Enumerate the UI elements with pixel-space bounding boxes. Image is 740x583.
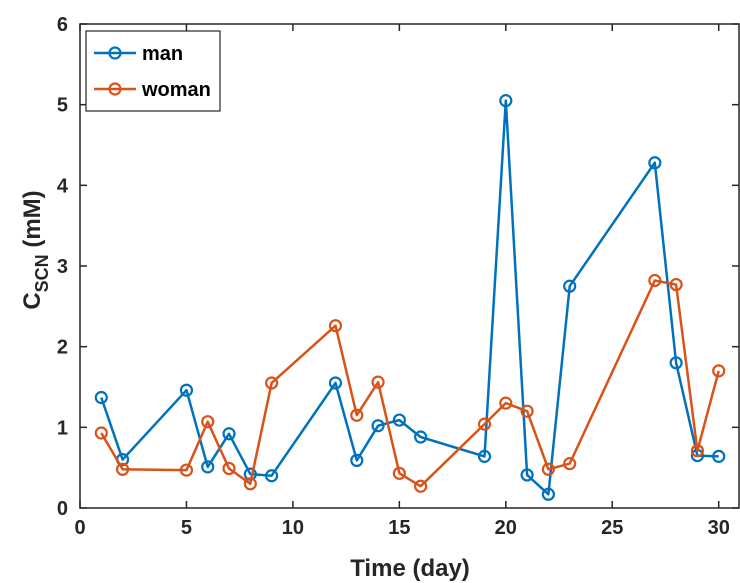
y-tick-label: 3 — [57, 256, 68, 278]
data-point-woman — [222, 461, 236, 476]
data-point-woman — [94, 426, 108, 440]
x-tick-label: 5 — [181, 517, 192, 539]
series-woman — [94, 273, 726, 493]
x-axis-ticks: 0 5 10 15 20 25 30 — [74, 24, 730, 539]
data-point-man — [350, 453, 364, 468]
legend-marker — [108, 82, 122, 96]
x-tick-label: 15 — [388, 517, 410, 539]
data-point-woman — [201, 415, 215, 429]
data-point-woman — [371, 375, 385, 389]
data-point-man — [477, 449, 492, 463]
y-axis-label-unit: (mM) — [19, 190, 46, 254]
series-man — [94, 94, 726, 501]
data-point-woman — [243, 477, 257, 491]
x-tick-label: 30 — [708, 517, 730, 539]
data-point-man — [499, 94, 513, 108]
y-tick-label: 5 — [57, 95, 68, 117]
data-point-woman — [179, 463, 194, 477]
y-axis-ticks: 0 1 2 3 4 5 6 — [57, 14, 739, 520]
data-point-woman — [712, 364, 726, 378]
data-point-man — [94, 390, 108, 405]
y-axis-label: CSCN (mM) — [19, 190, 52, 309]
legend-label: man — [142, 43, 183, 65]
y-tick-label: 4 — [57, 175, 69, 197]
data-point-woman — [477, 417, 492, 431]
data-point-woman — [265, 376, 279, 390]
data-point-man — [712, 449, 726, 463]
x-tick-label: 0 — [74, 517, 85, 539]
data-point-man — [265, 469, 279, 483]
series-line-man — [100, 99, 719, 496]
data-point-woman — [648, 273, 662, 288]
x-tick-label: 25 — [601, 517, 623, 539]
data-point-woman — [563, 457, 577, 471]
legend-marker — [108, 46, 122, 60]
y-tick-label: 0 — [57, 498, 68, 520]
x-tick-label: 10 — [282, 517, 304, 539]
data-point-man — [222, 427, 236, 441]
data-point-woman — [541, 462, 555, 476]
data-point-man — [520, 468, 534, 482]
data-point-woman — [328, 319, 343, 333]
data-point-man — [541, 487, 555, 501]
legend-item-man: man — [94, 43, 183, 65]
x-axis-label: Time (day) — [350, 555, 470, 582]
legend-item-woman: woman — [94, 79, 211, 101]
series-line-woman — [100, 279, 720, 488]
y-tick-label: 2 — [57, 337, 68, 359]
data-point-man — [392, 413, 406, 427]
legend-box — [85, 30, 221, 112]
data-point-man — [414, 430, 428, 444]
data-point-woman — [115, 462, 130, 476]
legend-label: woman — [141, 79, 211, 101]
data-point-man — [179, 383, 194, 397]
data-point-man — [563, 279, 577, 293]
y-axis-label-subscript: SCN — [32, 254, 52, 292]
data-point-man — [328, 376, 343, 390]
data-point-man — [371, 419, 385, 433]
y-tick-label: 6 — [57, 14, 68, 36]
data-point-woman — [350, 408, 364, 422]
data-point-woman — [499, 396, 513, 410]
data-point-woman — [520, 404, 534, 418]
series-layer — [94, 94, 726, 501]
data-point-woman — [392, 466, 406, 480]
legend: man woman — [85, 30, 221, 112]
data-point-woman — [669, 277, 683, 292]
data-point-woman — [414, 479, 428, 493]
data-point-woman — [690, 444, 705, 458]
y-tick-label: 1 — [57, 417, 68, 439]
x-tick-label: 20 — [495, 517, 517, 539]
data-point-man — [669, 356, 683, 370]
data-point-man — [648, 156, 662, 170]
data-point-man — [201, 460, 215, 474]
y-axis-label-main: C — [19, 292, 46, 309]
